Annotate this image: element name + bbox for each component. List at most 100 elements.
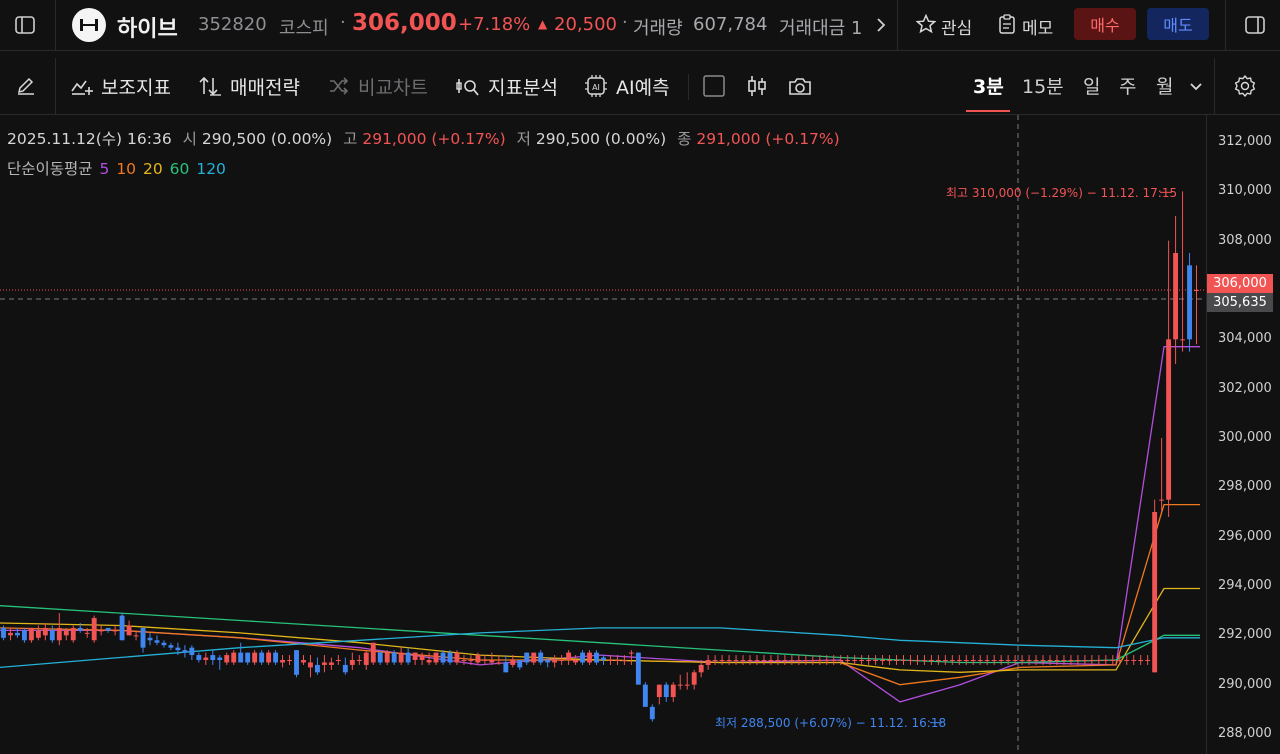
candlestick-icon[interactable]: [745, 74, 769, 98]
candle-body: [1019, 660, 1025, 661]
candle-body: [217, 657, 223, 660]
sell-button[interactable]: 매도: [1147, 8, 1209, 40]
volume-label: 거래량: [633, 18, 683, 39]
y-tick-label: 298,000: [1218, 479, 1272, 495]
candle-body: [615, 660, 620, 661]
checkbox-icon[interactable]: [703, 75, 725, 97]
candle-body: [670, 684, 676, 697]
timeframe-3min[interactable]: 3분: [973, 76, 1004, 98]
candle-body: [719, 660, 725, 661]
ai-chip-icon: AI: [585, 75, 607, 97]
divider: [1214, 58, 1215, 114]
memo-button[interactable]: 메모: [1022, 19, 1054, 39]
candle-body: [1173, 253, 1179, 340]
high-value: 291,000 (+0.17%): [362, 130, 506, 148]
candle-body: [70, 627, 76, 641]
settings-gear-icon[interactable]: [1232, 73, 1258, 99]
chevron-right-icon[interactable]: [872, 14, 890, 36]
candle-body: [203, 657, 209, 660]
candle-body: [1054, 660, 1060, 661]
divider: [1225, 0, 1226, 50]
moving-average-legend[interactable]: 단순이동평균 5 10 20 60 120: [7, 157, 228, 179]
separator-dot: ·: [340, 12, 346, 33]
candle-body: [342, 664, 348, 673]
up-down-arrows-icon: [199, 76, 221, 96]
candle-body: [963, 660, 969, 661]
candle-body: [733, 660, 739, 661]
pencil-icon[interactable]: [14, 74, 38, 98]
candle-body: [419, 655, 425, 660]
candle-body: [391, 652, 397, 663]
shuffle-icon: [330, 77, 349, 95]
candle-body: [447, 652, 453, 663]
candle-body: [1040, 660, 1046, 661]
candle-body: [196, 655, 202, 660]
camera-icon[interactable]: [787, 74, 813, 98]
star-icon[interactable]: [915, 13, 937, 35]
timeframe-15min[interactable]: 15분: [1022, 76, 1064, 98]
y-tick-label: 290,000: [1218, 676, 1272, 692]
candle-body: [468, 660, 474, 661]
y-tick-label: 310,000: [1218, 183, 1272, 199]
candle-body: [852, 660, 858, 661]
candle-body: [77, 627, 83, 631]
candle-body: [1005, 660, 1011, 661]
candle-body: [91, 618, 97, 641]
stock-logo: [72, 8, 106, 42]
ma-60: 60: [169, 160, 190, 178]
candle-body: [210, 655, 216, 660]
candle-body: [238, 652, 244, 663]
candle-body: [245, 652, 251, 663]
candle-body: [677, 684, 683, 686]
candle-body: [133, 635, 139, 637]
candle-body: [161, 642, 167, 646]
candle-body: [761, 660, 767, 661]
candle-body: [301, 660, 306, 663]
candle-body: [84, 632, 90, 634]
watch-button[interactable]: 관심: [941, 19, 973, 39]
chevron-down-icon[interactable]: [1186, 78, 1206, 96]
buy-button[interactable]: 매수: [1074, 8, 1136, 40]
strategy-button[interactable]: 매매전략: [198, 58, 300, 114]
timeframe-week[interactable]: 주: [1119, 76, 1137, 98]
sidebar-toggle-icon[interactable]: [11, 11, 39, 39]
indicators-button[interactable]: 보조지표: [71, 58, 171, 114]
divider: [897, 0, 898, 50]
compare-chart-button[interactable]: 비교차트: [328, 58, 428, 114]
ohlc-legend: 2025.11.12(수) 16:36 시 290,500 (0.00%) 고 …: [7, 127, 840, 149]
candle-body: [949, 660, 955, 661]
stock-name[interactable]: 하이브: [117, 17, 178, 42]
candle-body: [803, 660, 809, 661]
ma-20-line: [0, 587, 1200, 673]
candlestick-chart[interactable]: [0, 115, 1280, 754]
candle-body: [315, 664, 320, 673]
candle-body: [280, 660, 285, 663]
candle-body: [1145, 660, 1151, 661]
candle-body: [140, 627, 146, 648]
candle-body: [796, 660, 802, 661]
divider: [55, 0, 56, 50]
timeframe-month[interactable]: 월: [1156, 76, 1174, 98]
candle-body: [531, 652, 537, 663]
timeframe-day[interactable]: 일: [1083, 76, 1101, 98]
candle-body: [1061, 660, 1067, 661]
analysis-button[interactable]: 지표분석: [456, 58, 558, 114]
candle-body: [398, 652, 404, 663]
memo-icon[interactable]: [996, 13, 1018, 35]
top-bar: 하이브 352820 코스피 · 306,000 +7.18% ▲ 20,500…: [0, 0, 1280, 51]
candle-body: [405, 652, 411, 663]
candle-body: [105, 627, 111, 631]
ai-forecast-button[interactable]: AI AI예측: [584, 58, 670, 114]
candle-body: [698, 664, 704, 673]
y-tick-label: 294,000: [1218, 578, 1272, 593]
candle-body: [98, 630, 104, 632]
candle-body: [175, 647, 181, 651]
candle-body: [524, 652, 530, 663]
panel-toggle-icon[interactable]: [1242, 12, 1268, 38]
candle-body: [901, 660, 906, 661]
candle-body: [1187, 265, 1192, 340]
candle-body: [356, 660, 362, 661]
candle-body: [712, 660, 718, 661]
ma-20: 20: [142, 160, 163, 178]
candle-body: [705, 660, 711, 665]
